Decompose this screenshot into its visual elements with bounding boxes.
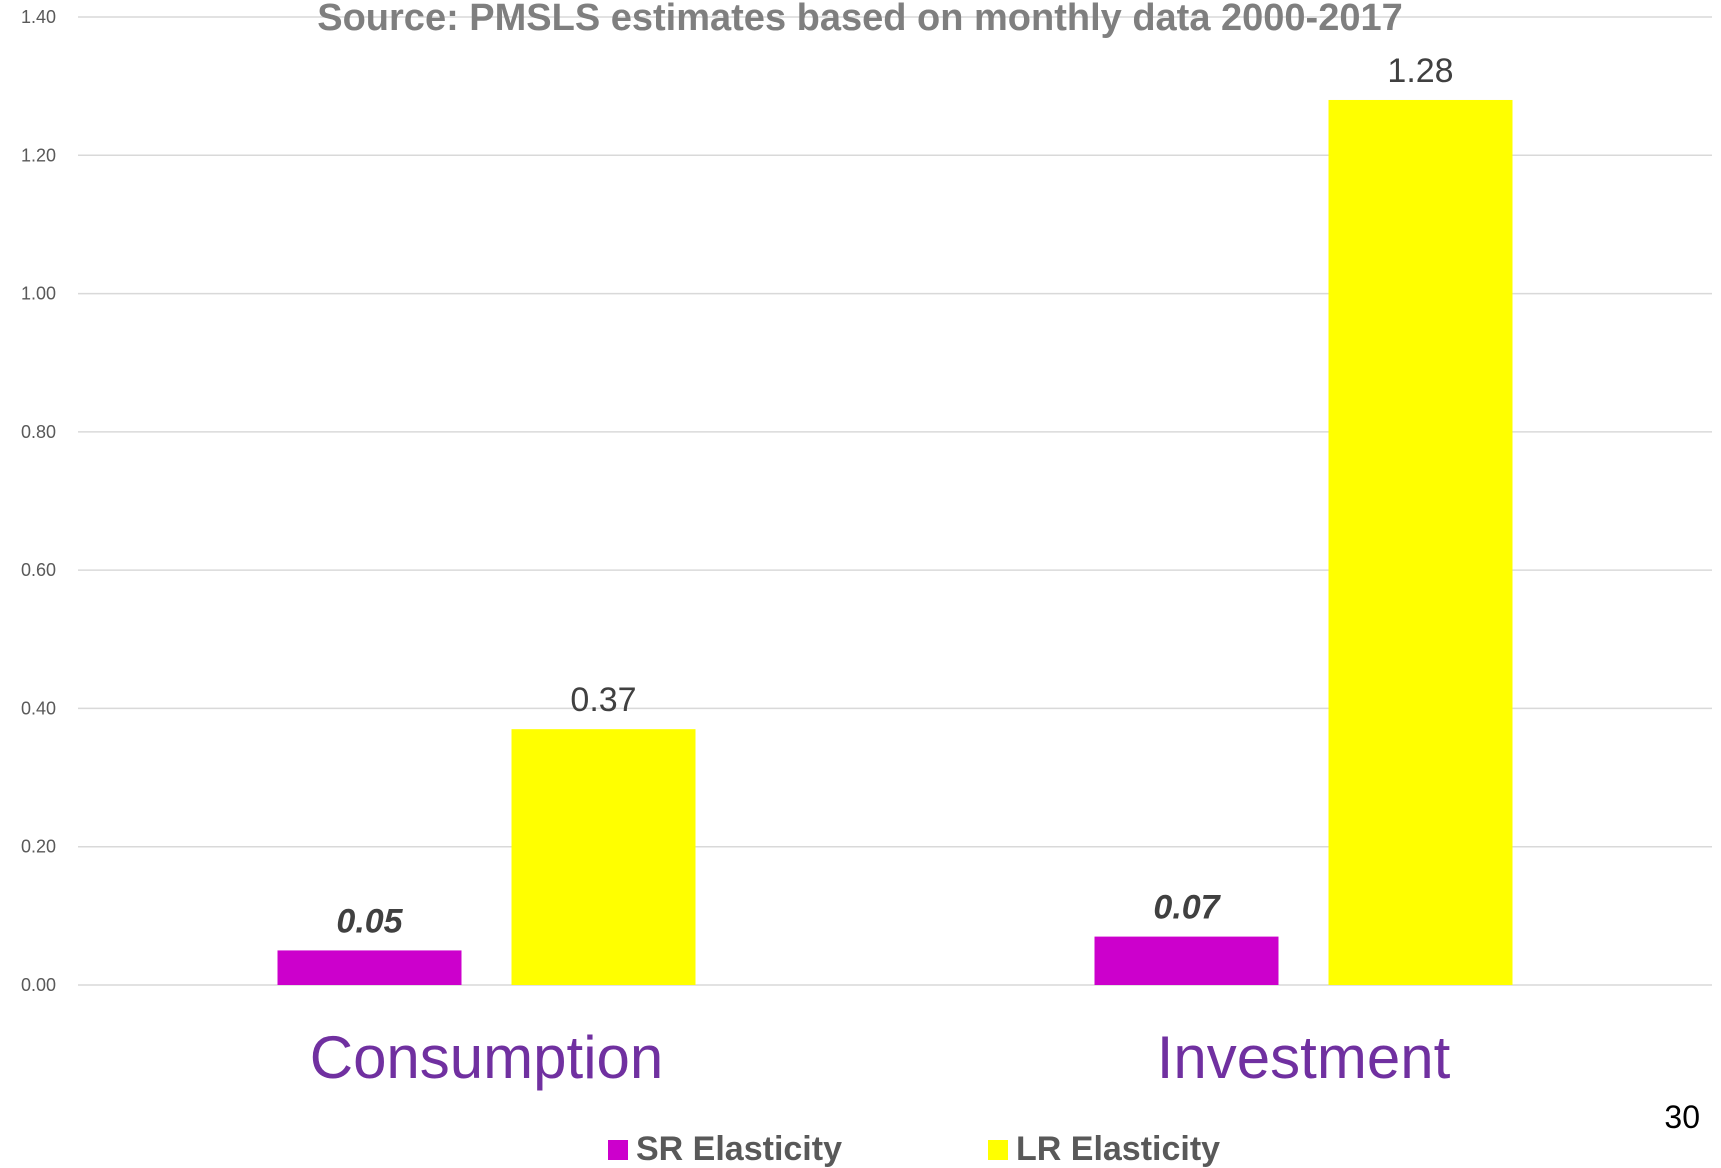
category-label-consumption: Consumption	[310, 1024, 664, 1091]
y-tick-label: 0.40	[21, 698, 56, 718]
data-label: 0.37	[570, 681, 636, 719]
data-labels: 0.05 0.37 0.07 1.28	[336, 52, 1453, 940]
bar-lr-investment	[1328, 99, 1513, 985]
bar-sr-consumption	[277, 950, 462, 985]
legend-label: SR Elasticity	[636, 1130, 842, 1168]
data-label: 1.28	[1387, 52, 1453, 90]
y-tick-label: 0.60	[21, 560, 56, 580]
legend: SR Elasticity LR Elasticity	[608, 1130, 1220, 1168]
y-tick-label: 0.80	[21, 422, 56, 442]
legend-swatch	[608, 1140, 628, 1160]
x-axis-categories: Consumption Investment	[310, 1024, 1451, 1091]
y-tick-label: 1.00	[21, 284, 56, 304]
y-tick-label: 0.20	[21, 837, 56, 857]
y-tick-label: 1.40	[21, 7, 56, 27]
page-number: 30	[1664, 1099, 1700, 1135]
legend-label: LR Elasticity	[1016, 1130, 1220, 1168]
category-label-investment: Investment	[1157, 1024, 1451, 1091]
y-axis-ticks: 0.00 0.20 0.40 0.60 0.80 1.00 1.20 1.40	[21, 7, 56, 995]
data-label: 0.07	[1153, 889, 1221, 927]
y-tick-label: 1.20	[21, 145, 56, 165]
bars	[277, 99, 1513, 985]
chart-title: Source: PMSLS estimates based on monthly…	[317, 0, 1403, 39]
gridlines	[78, 16, 1712, 986]
legend-swatch	[988, 1140, 1008, 1160]
bar-sr-investment	[1094, 936, 1279, 985]
bar-lr-consumption	[511, 729, 696, 985]
y-tick-label: 0.00	[21, 975, 56, 995]
data-label: 0.05	[336, 902, 403, 940]
